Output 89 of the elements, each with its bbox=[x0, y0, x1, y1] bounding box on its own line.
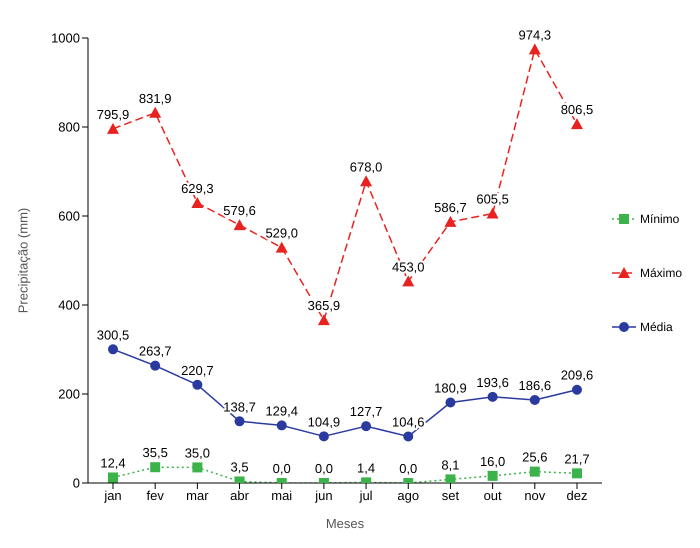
point bbox=[403, 431, 414, 442]
data-label: 806,5 bbox=[560, 102, 594, 118]
point bbox=[276, 420, 287, 430]
data-label: 831,9 bbox=[138, 90, 172, 106]
x-tick-label: abr bbox=[230, 488, 250, 504]
point bbox=[150, 360, 160, 371]
x-tick-label: jan bbox=[103, 488, 122, 504]
point bbox=[572, 468, 582, 478]
x-axis-title: Meses bbox=[326, 516, 365, 531]
legend-label: Mínimo bbox=[640, 212, 680, 226]
point bbox=[276, 242, 288, 253]
y-tick-label: 600 bbox=[58, 208, 80, 224]
point bbox=[318, 431, 329, 442]
data-label: 0,0 bbox=[314, 461, 333, 476]
data-label: 180,9 bbox=[434, 380, 467, 396]
legend-label: Média bbox=[640, 320, 673, 334]
point bbox=[192, 462, 202, 472]
data-label: 8,1 bbox=[441, 457, 460, 472]
point bbox=[318, 314, 330, 326]
point bbox=[488, 392, 498, 402]
data-label: 138,7 bbox=[223, 399, 256, 414]
data-label: 25,6 bbox=[522, 450, 548, 465]
data-label: 678,0 bbox=[350, 159, 382, 174]
point bbox=[530, 466, 540, 477]
point bbox=[570, 118, 583, 130]
data-label: 579,6 bbox=[223, 203, 256, 218]
point bbox=[108, 344, 118, 354]
data-label: 220,7 bbox=[181, 362, 214, 378]
x-tick-label: jul bbox=[358, 488, 373, 504]
y-tick-label: 400 bbox=[58, 298, 80, 313]
data-label: 193,6 bbox=[476, 374, 509, 390]
data-label: 529,0 bbox=[265, 226, 298, 241]
point bbox=[361, 421, 372, 432]
data-label: 186,6 bbox=[518, 378, 552, 393]
data-label: 104,9 bbox=[308, 414, 340, 430]
point bbox=[107, 122, 119, 134]
y-tick-label: 1000 bbox=[51, 30, 80, 46]
point bbox=[572, 384, 582, 395]
y-tick-label: 0 bbox=[72, 476, 80, 491]
x-tick-label: jun bbox=[314, 488, 333, 504]
data-label: 629,3 bbox=[181, 180, 214, 196]
data-label: 795,9 bbox=[96, 106, 130, 122]
x-tick-label: out bbox=[484, 488, 502, 504]
point bbox=[530, 394, 540, 405]
data-label: 21,7 bbox=[564, 451, 590, 466]
data-label: 974,3 bbox=[518, 27, 552, 42]
x-tick-label: fev bbox=[146, 488, 164, 504]
data-label: 0,0 bbox=[272, 461, 291, 476]
data-label: 129,4 bbox=[265, 403, 298, 418]
x-tick-label: nov bbox=[524, 488, 546, 504]
data-label: 12,4 bbox=[100, 455, 126, 470]
point bbox=[528, 43, 541, 54]
data-label: 0,0 bbox=[399, 461, 418, 476]
point bbox=[444, 216, 456, 227]
data-label: 35,0 bbox=[184, 445, 210, 460]
data-label: 127,7 bbox=[350, 404, 382, 420]
data-label: 300,5 bbox=[96, 327, 130, 342]
point bbox=[402, 275, 414, 286]
data-label: 16,0 bbox=[480, 454, 506, 469]
point bbox=[486, 208, 499, 219]
data-label: 209,6 bbox=[560, 368, 594, 383]
point bbox=[191, 196, 204, 208]
point bbox=[149, 106, 162, 118]
point bbox=[234, 416, 245, 426]
x-tick-label: mai bbox=[271, 488, 292, 504]
data-label: 453,0 bbox=[392, 259, 425, 274]
point bbox=[445, 398, 456, 408]
data-label: 263,7 bbox=[138, 344, 172, 359]
point bbox=[488, 470, 498, 481]
x-tick-label: mar bbox=[186, 488, 210, 504]
x-tick-label: ago bbox=[397, 488, 420, 504]
point bbox=[234, 219, 246, 230]
data-label: 3,5 bbox=[230, 459, 249, 474]
x-tick-label: set bbox=[442, 488, 460, 504]
point bbox=[108, 472, 118, 482]
data-label: 586,7 bbox=[434, 200, 467, 215]
data-label: 605,5 bbox=[476, 192, 509, 207]
point bbox=[360, 175, 372, 186]
point bbox=[445, 474, 456, 483]
data-label: 35,5 bbox=[142, 445, 168, 460]
point bbox=[150, 462, 160, 472]
legend-label: Máximo bbox=[640, 266, 682, 280]
point bbox=[192, 380, 202, 390]
data-label: 104,6 bbox=[392, 414, 425, 430]
y-tick-label: 800 bbox=[58, 120, 80, 135]
y-tick-label: 200 bbox=[58, 386, 80, 402]
y-axis-title: Precipitação (mm) bbox=[16, 208, 31, 314]
x-tick-label: dez bbox=[566, 488, 588, 504]
data-label: 1,4 bbox=[357, 460, 376, 476]
